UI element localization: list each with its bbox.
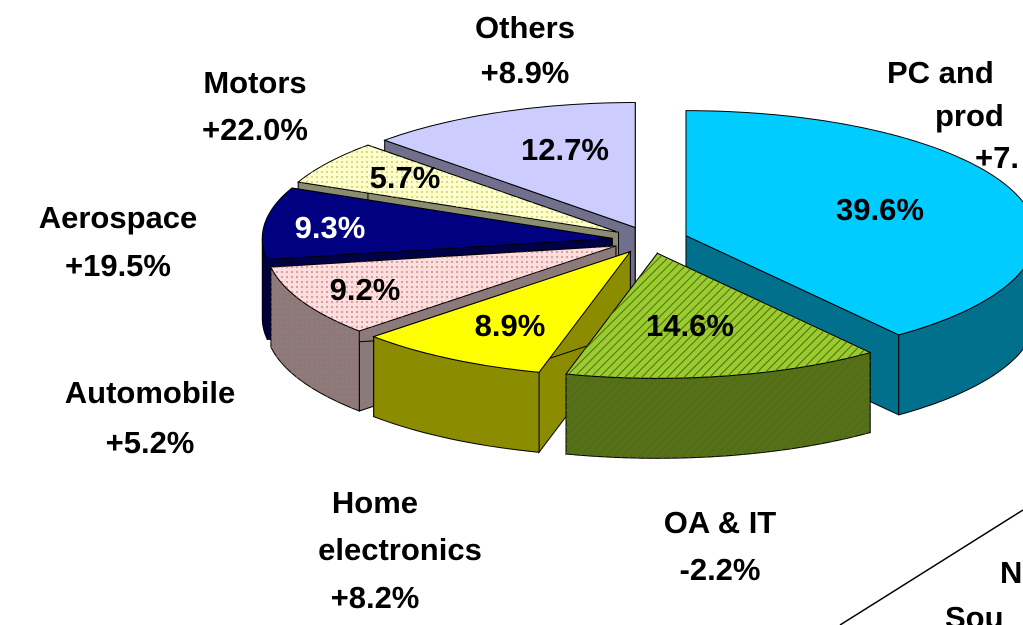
slice-top <box>261 187 613 260</box>
category-label: +5.2% <box>106 425 195 460</box>
slice <box>372 250 632 454</box>
category-label: -2.2% <box>680 552 761 587</box>
slice-top <box>372 250 632 373</box>
data-label: 39.6% <box>836 192 924 227</box>
slice-top-pattern <box>270 246 616 332</box>
data-label: 9.2% <box>330 272 401 307</box>
category-label: Home <box>332 485 418 520</box>
slice-side-pattern <box>566 352 871 459</box>
slice-top-pattern <box>298 145 619 233</box>
category-label: PC and <box>887 55 994 90</box>
note: N <box>1000 555 1022 590</box>
category-label: Motors <box>203 65 306 100</box>
data-label: 12.7% <box>521 132 609 167</box>
category-label: prod <box>935 98 1004 133</box>
category-label: electronics <box>318 532 482 567</box>
slice-top <box>685 110 1023 336</box>
category-label: OA & IT <box>664 505 777 540</box>
category-label: Aerospace <box>39 200 198 235</box>
category-label: +8.9% <box>481 55 570 90</box>
category-label: +22.0% <box>202 112 308 147</box>
data-label: 14.6% <box>646 308 734 343</box>
slice-top <box>383 101 636 229</box>
slice-top-pattern <box>566 253 871 379</box>
data-label: 8.9% <box>475 308 546 343</box>
category-label: +8.2% <box>331 580 420 615</box>
category-label: +7. <box>975 140 1019 175</box>
data-label: 5.7% <box>370 160 441 195</box>
category-label: Others <box>475 10 575 45</box>
data-label: 9.3% <box>295 210 366 245</box>
category-label: Automobile <box>65 375 236 410</box>
slice <box>565 251 872 459</box>
note-line <box>839 509 1023 625</box>
note: Sou <box>945 600 1004 625</box>
slice-side-pattern <box>270 267 360 412</box>
category-label: +19.5% <box>65 248 171 283</box>
